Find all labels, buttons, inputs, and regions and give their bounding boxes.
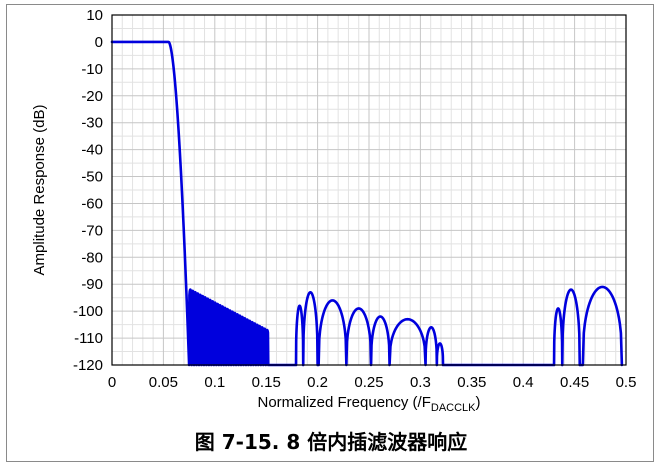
x-tick-label: 0.1: [204, 374, 225, 391]
x-tick-label: 0.45: [560, 374, 589, 391]
x-tick-label: 0.4: [513, 374, 534, 391]
plot-border: [111, 14, 627, 366]
x-axis-label: Normalized Frequency (/FDACCLK): [257, 394, 480, 414]
y-tick-label: -110: [74, 330, 103, 347]
y-tick-label: 0: [95, 34, 103, 51]
x-tick-label: 0.25: [354, 374, 383, 391]
y-tick-label: -30: [81, 115, 103, 132]
y-tick-label: -10: [81, 61, 103, 78]
y-tick-label: -50: [81, 169, 103, 186]
x-tick-label: 0.5: [616, 374, 637, 391]
y-tick-label: -80: [81, 249, 103, 266]
x-tick-label: 0.3: [410, 374, 431, 391]
y-tick-label: -120: [73, 357, 103, 374]
y-tick-label: -90: [81, 276, 103, 293]
figure-caption: 图 7-15. 8 倍内插滤波器响应: [194, 430, 468, 454]
x-tick-label: 0.15: [252, 374, 281, 391]
y-tick-label: -60: [81, 195, 103, 212]
y-tick-label: 10: [86, 7, 103, 24]
response-curve: [110, 40, 624, 367]
x-tick-label: 0: [108, 374, 116, 391]
y-tick-label: -20: [81, 88, 103, 105]
y-tick-label: -40: [81, 142, 103, 159]
x-tick-label: 0.2: [307, 374, 328, 391]
y-tick-label: -70: [81, 222, 103, 239]
x-tick-label: 0.05: [149, 374, 178, 391]
y-axis-label: Amplitude Response (dB): [31, 105, 48, 276]
x-tick-label: 0.35: [457, 374, 486, 391]
y-tick-label: -100: [73, 303, 103, 320]
